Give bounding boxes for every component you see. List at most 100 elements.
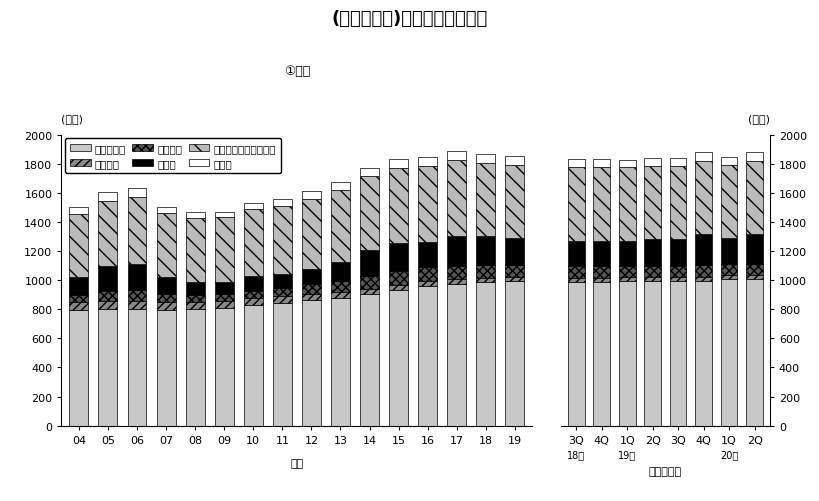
Text: (図表３－１)　家計の金融資産: (図表３－１) 家計の金融資産 bbox=[332, 10, 487, 28]
Text: (兆円): (兆円) bbox=[748, 114, 770, 124]
Bar bbox=[302, 199, 321, 270]
Bar bbox=[447, 284, 466, 426]
Bar bbox=[331, 182, 350, 190]
Bar bbox=[670, 159, 686, 166]
Bar bbox=[721, 279, 737, 426]
Bar bbox=[746, 279, 762, 426]
Text: (兆円): (兆円) bbox=[61, 114, 84, 124]
Bar bbox=[619, 267, 636, 278]
Bar bbox=[331, 263, 350, 282]
Bar bbox=[746, 162, 762, 235]
Bar bbox=[670, 267, 686, 278]
Bar bbox=[477, 155, 495, 164]
Bar bbox=[156, 213, 175, 278]
Bar bbox=[215, 295, 233, 301]
Bar bbox=[594, 241, 610, 267]
Bar bbox=[156, 294, 175, 302]
Bar bbox=[568, 279, 585, 283]
Bar bbox=[302, 270, 321, 285]
Bar bbox=[670, 166, 686, 239]
Bar bbox=[186, 282, 205, 296]
Bar bbox=[302, 300, 321, 426]
Bar bbox=[477, 278, 495, 283]
Bar bbox=[670, 278, 686, 282]
Bar bbox=[70, 303, 88, 311]
Bar bbox=[244, 291, 263, 299]
Bar bbox=[477, 236, 495, 265]
Bar bbox=[186, 296, 205, 302]
Bar bbox=[645, 278, 661, 282]
Bar bbox=[128, 198, 147, 265]
Bar bbox=[302, 294, 321, 300]
Bar bbox=[360, 250, 379, 277]
Bar bbox=[505, 238, 524, 266]
Bar bbox=[186, 218, 205, 282]
Bar bbox=[98, 309, 117, 426]
Bar bbox=[670, 239, 686, 267]
Bar bbox=[619, 241, 636, 267]
Bar bbox=[302, 285, 321, 294]
Bar bbox=[447, 151, 466, 161]
Text: 年度: 年度 bbox=[290, 458, 304, 468]
Bar bbox=[619, 160, 636, 168]
Bar bbox=[419, 167, 437, 242]
Bar bbox=[98, 302, 117, 309]
Bar bbox=[360, 295, 379, 426]
Bar bbox=[505, 266, 524, 278]
Bar bbox=[331, 293, 350, 299]
Bar bbox=[389, 285, 408, 291]
Bar bbox=[594, 282, 610, 426]
Bar bbox=[568, 168, 585, 241]
Bar bbox=[70, 214, 88, 277]
Bar bbox=[128, 189, 147, 198]
Bar bbox=[273, 206, 292, 275]
Bar bbox=[419, 287, 437, 426]
Text: ①残高: ①残高 bbox=[283, 65, 310, 78]
Bar bbox=[360, 277, 379, 290]
Bar bbox=[98, 192, 117, 202]
Bar bbox=[331, 190, 350, 263]
Bar bbox=[156, 207, 175, 213]
Bar bbox=[331, 282, 350, 293]
Bar bbox=[695, 235, 712, 266]
Bar bbox=[721, 238, 737, 265]
Bar bbox=[721, 166, 737, 238]
Bar bbox=[721, 157, 737, 166]
Bar bbox=[594, 160, 610, 168]
Bar bbox=[505, 278, 524, 282]
Bar bbox=[695, 277, 712, 281]
Bar bbox=[389, 291, 408, 426]
Bar bbox=[244, 203, 263, 209]
Bar bbox=[645, 266, 661, 278]
Bar bbox=[98, 267, 117, 291]
Bar bbox=[594, 267, 610, 278]
Bar bbox=[746, 235, 762, 264]
Bar bbox=[186, 213, 205, 218]
Bar bbox=[695, 281, 712, 426]
Bar bbox=[568, 267, 585, 279]
Bar bbox=[746, 264, 762, 275]
Bar bbox=[389, 244, 408, 271]
Bar bbox=[70, 295, 88, 303]
Bar bbox=[215, 282, 233, 295]
Bar bbox=[477, 265, 495, 278]
Bar bbox=[156, 278, 175, 294]
Legend: 現金・預金, 債務証券, 投資信託, 株式等, 保険・年金・定型保証, その他: 現金・預金, 債務証券, 投資信託, 株式等, 保険・年金・定型保証, その他 bbox=[65, 138, 281, 174]
Bar bbox=[477, 283, 495, 426]
Bar bbox=[98, 291, 117, 302]
Bar bbox=[695, 161, 712, 235]
Bar bbox=[360, 169, 379, 176]
Bar bbox=[389, 168, 408, 244]
Bar bbox=[594, 278, 610, 282]
Bar bbox=[244, 209, 263, 277]
Bar bbox=[447, 236, 466, 266]
Bar bbox=[670, 282, 686, 426]
Bar bbox=[186, 310, 205, 426]
Bar bbox=[619, 168, 636, 241]
Text: 19年: 19年 bbox=[618, 449, 636, 459]
Bar bbox=[70, 277, 88, 295]
Bar bbox=[645, 282, 661, 426]
Bar bbox=[70, 208, 88, 214]
Bar bbox=[447, 266, 466, 279]
Bar bbox=[70, 311, 88, 426]
